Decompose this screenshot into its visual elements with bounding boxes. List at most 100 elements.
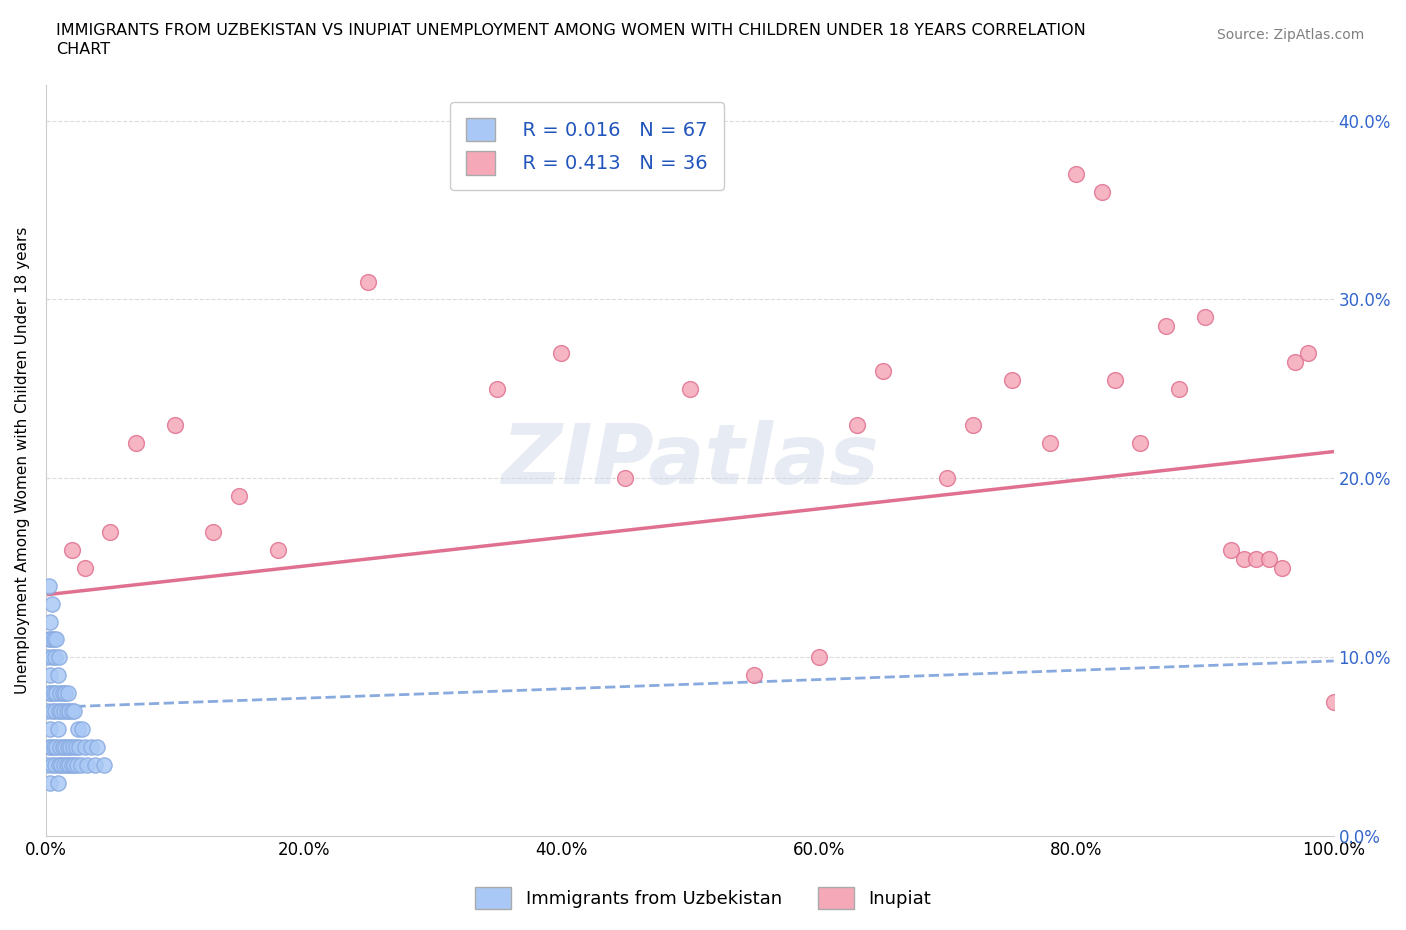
Point: [55, 757, 77, 772]
Point: [98, 525, 121, 539]
Point: [38, 632, 60, 647]
Point: [63, 704, 86, 719]
Point: [1258, 551, 1281, 566]
Point: [60, 704, 83, 719]
Point: [48, 704, 70, 719]
Point: [56, 685, 79, 700]
Point: [44, 650, 66, 665]
Point: [1168, 381, 1191, 396]
Point: [66, 757, 89, 772]
Point: [550, 346, 572, 361]
Point: [1001, 373, 1024, 388]
Point: [58, 704, 80, 719]
Point: [52, 739, 75, 754]
Point: [1232, 551, 1254, 566]
Point: [1271, 561, 1294, 576]
Point: [163, 418, 186, 432]
Point: [44, 757, 66, 772]
Point: [65, 739, 87, 754]
Point: [37, 704, 59, 719]
Point: [48, 757, 70, 772]
Point: [41, 650, 63, 665]
Text: CHART: CHART: [56, 42, 110, 57]
Point: [48, 650, 70, 665]
Point: [37, 650, 59, 665]
Point: [1284, 354, 1306, 369]
Point: [1154, 319, 1177, 334]
Point: [73, 739, 96, 754]
Point: [70, 722, 93, 737]
Point: [80, 739, 103, 754]
Point: [45, 685, 67, 700]
Legend: Immigrants from Uzbekistan, Inupiat: Immigrants from Uzbekistan, Inupiat: [468, 880, 938, 916]
Point: [76, 757, 98, 772]
Point: [41, 596, 63, 611]
Point: [58, 757, 80, 772]
Point: [41, 757, 63, 772]
Point: [485, 381, 508, 396]
Point: [614, 471, 637, 485]
Point: [39, 685, 62, 700]
Point: [46, 668, 69, 683]
Point: [42, 739, 65, 754]
Point: [1219, 542, 1241, 557]
Point: [38, 739, 60, 754]
Point: [1104, 373, 1126, 388]
Point: [69, 757, 91, 772]
Point: [67, 722, 90, 737]
Point: [45, 632, 67, 647]
Point: [53, 757, 76, 772]
Point: [52, 685, 75, 700]
Legend:   R = 0.016   N = 67,   R = 0.413   N = 36: R = 0.016 N = 67, R = 0.413 N = 36: [450, 102, 724, 191]
Point: [125, 435, 148, 450]
Text: Source: ZipAtlas.com: Source: ZipAtlas.com: [1216, 28, 1364, 42]
Point: [39, 632, 62, 647]
Point: [93, 757, 115, 772]
Point: [49, 739, 72, 754]
Point: [46, 776, 69, 790]
Point: [872, 364, 894, 379]
Point: [69, 739, 91, 754]
Point: [1194, 310, 1216, 325]
Point: [73, 561, 96, 576]
Point: [38, 776, 60, 790]
Point: [39, 739, 62, 754]
Point: [45, 739, 67, 754]
Point: [56, 739, 79, 754]
Point: [60, 542, 83, 557]
Point: [1064, 166, 1087, 181]
Point: [46, 722, 69, 737]
Y-axis label: Unemployment Among Women with Children Under 18 years: Unemployment Among Women with Children U…: [15, 227, 30, 694]
Point: [228, 489, 250, 504]
Text: ZIPatlas: ZIPatlas: [501, 420, 879, 501]
Point: [846, 418, 869, 432]
Point: [202, 525, 225, 539]
Point: [60, 757, 83, 772]
Point: [742, 668, 765, 683]
Point: [38, 668, 60, 683]
Point: [53, 739, 76, 754]
Point: [42, 685, 65, 700]
Point: [51, 704, 73, 719]
Point: [83, 757, 105, 772]
Point: [55, 704, 77, 719]
Text: IMMIGRANTS FROM UZBEKISTAN VS INUPIAT UNEMPLOYMENT AMONG WOMEN WITH CHILDREN UND: IMMIGRANTS FROM UZBEKISTAN VS INUPIAT UN…: [56, 23, 1085, 38]
Point: [38, 685, 60, 700]
Point: [357, 274, 380, 289]
Point: [37, 757, 59, 772]
Point: [1246, 551, 1268, 566]
Point: [63, 757, 86, 772]
Point: [42, 632, 65, 647]
Point: [86, 739, 108, 754]
Point: [1323, 695, 1346, 710]
Point: [1091, 185, 1114, 200]
Point: [53, 685, 76, 700]
Point: [62, 739, 84, 754]
Point: [1039, 435, 1062, 450]
Point: [1296, 346, 1319, 361]
Point: [267, 542, 290, 557]
Point: [936, 471, 959, 485]
Point: [38, 578, 60, 593]
Point: [53, 704, 76, 719]
Point: [51, 757, 73, 772]
